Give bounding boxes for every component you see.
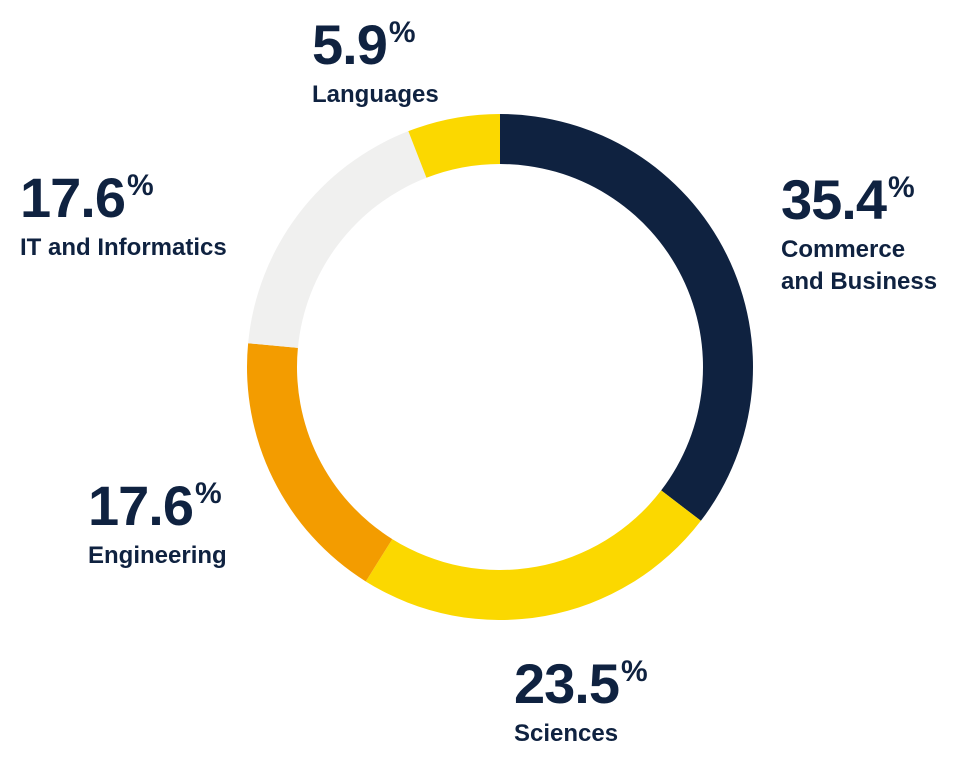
slice-name-commerce-line2: and Business: [781, 268, 938, 296]
slice-value-engineering: 17.6: [88, 474, 194, 537]
slice-label-commerce: 35.4% Commerce and Business: [781, 172, 937, 299]
slice-label-it: 17.6% IT and Informatics: [20, 170, 227, 264]
percent-symbol: %: [888, 171, 915, 204]
donut-slice-engineering: [246, 343, 393, 582]
slice-name-commerce-line1: Commerce: [781, 236, 906, 263]
slice-value-languages: 5.9: [312, 13, 388, 76]
slice-value-commerce: 35.4: [781, 168, 887, 231]
percent-symbol: %: [127, 169, 154, 202]
slice-value-it: 17.6: [20, 166, 126, 229]
slice-name-it: IT and Informatics: [20, 234, 227, 261]
donut-slice-sciences: [365, 490, 701, 621]
donut-slice-it: [248, 131, 427, 348]
donut-slice-languages: [408, 114, 500, 178]
slice-label-languages: 5.9% Languages: [312, 17, 439, 111]
slice-name-engineering: Engineering: [88, 542, 227, 569]
slice-label-sciences: 23.5% Sciences: [514, 655, 648, 750]
percent-symbol: %: [195, 477, 222, 510]
percent-symbol: %: [621, 655, 648, 688]
slice-value-sciences: 23.5: [514, 652, 620, 715]
slice-label-engineering: 17.6% Engineering: [88, 478, 227, 572]
slice-name-sciences: Sciences: [514, 720, 619, 747]
slice-name-languages: Languages: [312, 81, 439, 108]
donut-slice-commerce: [500, 114, 753, 521]
percent-symbol: %: [388, 16, 416, 49]
